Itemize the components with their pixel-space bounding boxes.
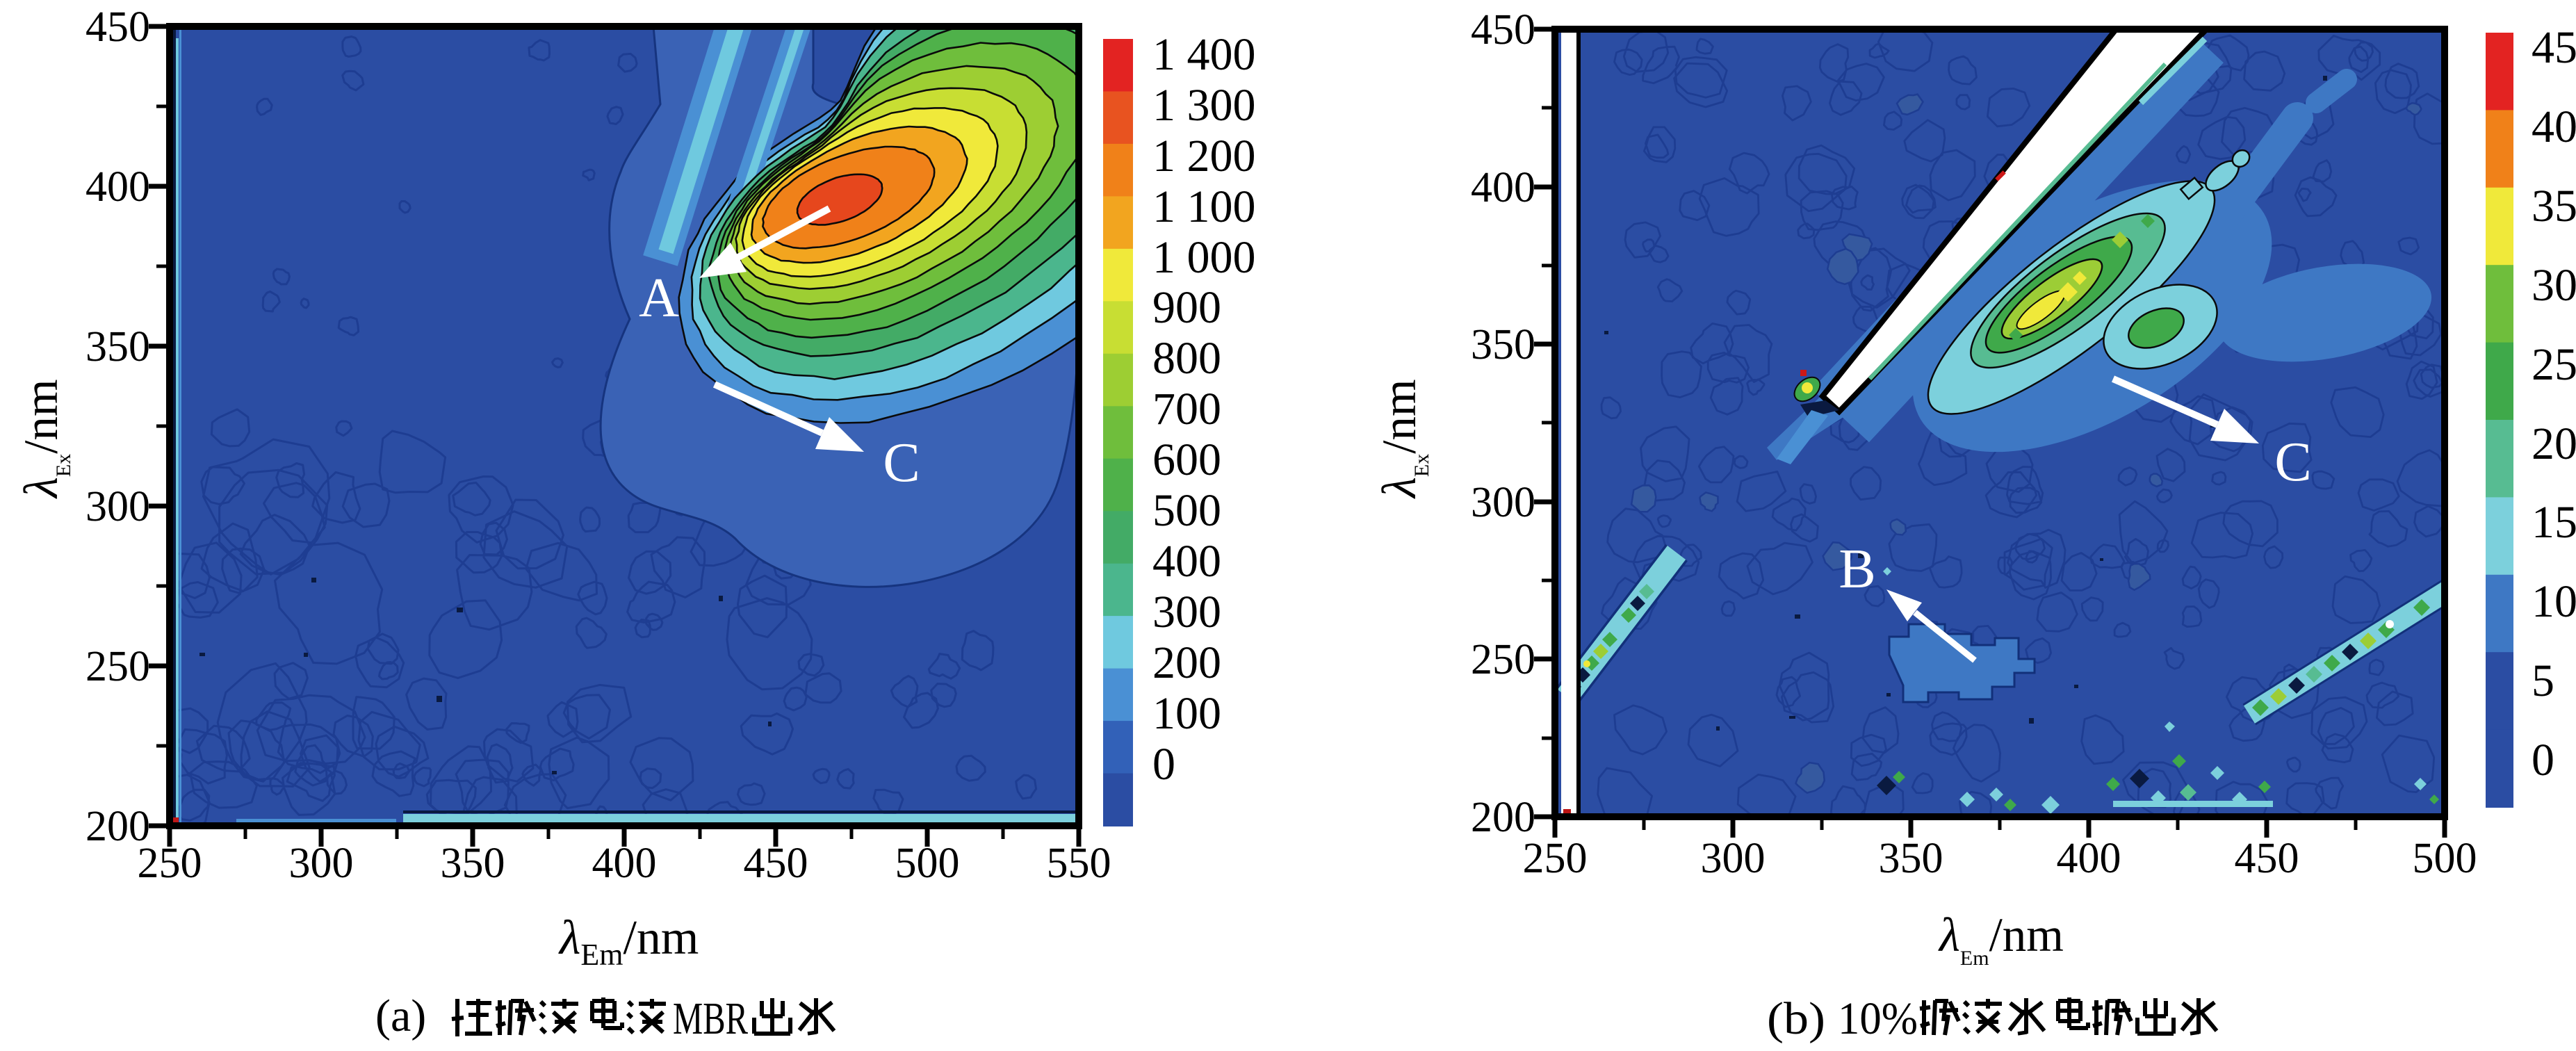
svg-text:550: 550 xyxy=(1047,840,1111,887)
svg-text:λEx/nm: λEx/nm xyxy=(15,379,75,499)
svg-text:1 300: 1 300 xyxy=(1152,80,1256,131)
svg-text:200: 200 xyxy=(1152,637,1221,688)
svg-text:400: 400 xyxy=(592,840,657,887)
svg-text:300: 300 xyxy=(1152,587,1221,637)
svg-text:300: 300 xyxy=(85,483,150,530)
svg-text:300: 300 xyxy=(289,840,354,887)
svg-text:1 200: 1 200 xyxy=(1152,131,1256,181)
svg-text:400: 400 xyxy=(1152,536,1221,587)
svg-text:450: 450 xyxy=(744,840,808,887)
svg-text:10%: 10% xyxy=(1838,993,1918,1044)
svg-text:5: 5 xyxy=(2532,655,2554,706)
svg-text:450: 450 xyxy=(2235,835,2299,882)
svg-text:800: 800 xyxy=(1152,333,1221,384)
svg-text:350: 350 xyxy=(85,323,150,370)
svg-text:350: 350 xyxy=(1471,321,1535,368)
svg-text:20: 20 xyxy=(2532,418,2576,469)
svg-text:C: C xyxy=(883,432,920,494)
svg-text:15: 15 xyxy=(2532,497,2576,548)
svg-text:10: 10 xyxy=(2532,576,2576,627)
svg-text:B: B xyxy=(1839,539,1875,600)
svg-text:A: A xyxy=(639,268,679,329)
svg-text:30: 30 xyxy=(2532,260,2576,311)
svg-text:1 000: 1 000 xyxy=(1152,232,1256,283)
svg-text:200: 200 xyxy=(1471,794,1535,841)
svg-text:450: 450 xyxy=(85,3,150,51)
svg-text:500: 500 xyxy=(1152,485,1221,536)
svg-text:1 100: 1 100 xyxy=(1152,181,1256,232)
svg-text:250: 250 xyxy=(1471,636,1535,683)
svg-text:(b): (b) xyxy=(1767,993,1825,1044)
svg-text:25: 25 xyxy=(2532,339,2576,390)
svg-text:0: 0 xyxy=(1152,739,1175,790)
svg-text:400: 400 xyxy=(85,163,150,211)
svg-text:350: 350 xyxy=(1879,835,1943,882)
svg-text:450: 450 xyxy=(1471,6,1535,54)
svg-text:600: 600 xyxy=(1152,434,1221,485)
svg-text:λEm/nm: λEm/nm xyxy=(1938,909,2064,970)
svg-text:0: 0 xyxy=(2532,735,2554,785)
svg-text:35: 35 xyxy=(2532,181,2576,231)
svg-text:250: 250 xyxy=(85,643,150,690)
svg-text:100: 100 xyxy=(1152,688,1221,739)
svg-text:C: C xyxy=(2274,432,2311,493)
svg-text:400: 400 xyxy=(1471,164,1535,211)
svg-text:400: 400 xyxy=(2057,835,2121,882)
svg-text:λEx/nm: λEx/nm xyxy=(1373,379,1433,499)
svg-text:700: 700 xyxy=(1152,384,1221,434)
svg-text:300: 300 xyxy=(1701,835,1766,882)
svg-text:1 400: 1 400 xyxy=(1152,29,1256,80)
svg-text:250: 250 xyxy=(138,840,202,887)
svg-text:300: 300 xyxy=(1471,479,1535,526)
svg-text:500: 500 xyxy=(2413,835,2477,882)
svg-text:40: 40 xyxy=(2532,101,2576,152)
svg-text:(a): (a) xyxy=(375,991,426,1041)
svg-text:λEm/nm: λEm/nm xyxy=(558,911,699,972)
svg-text:45: 45 xyxy=(2532,22,2576,73)
svg-text:250: 250 xyxy=(1523,835,1588,882)
svg-text:350: 350 xyxy=(441,840,505,887)
svg-text:900: 900 xyxy=(1152,282,1221,333)
svg-text:500: 500 xyxy=(895,840,960,887)
svg-text:MBR: MBR xyxy=(673,993,748,1044)
svg-text:200: 200 xyxy=(85,803,150,850)
